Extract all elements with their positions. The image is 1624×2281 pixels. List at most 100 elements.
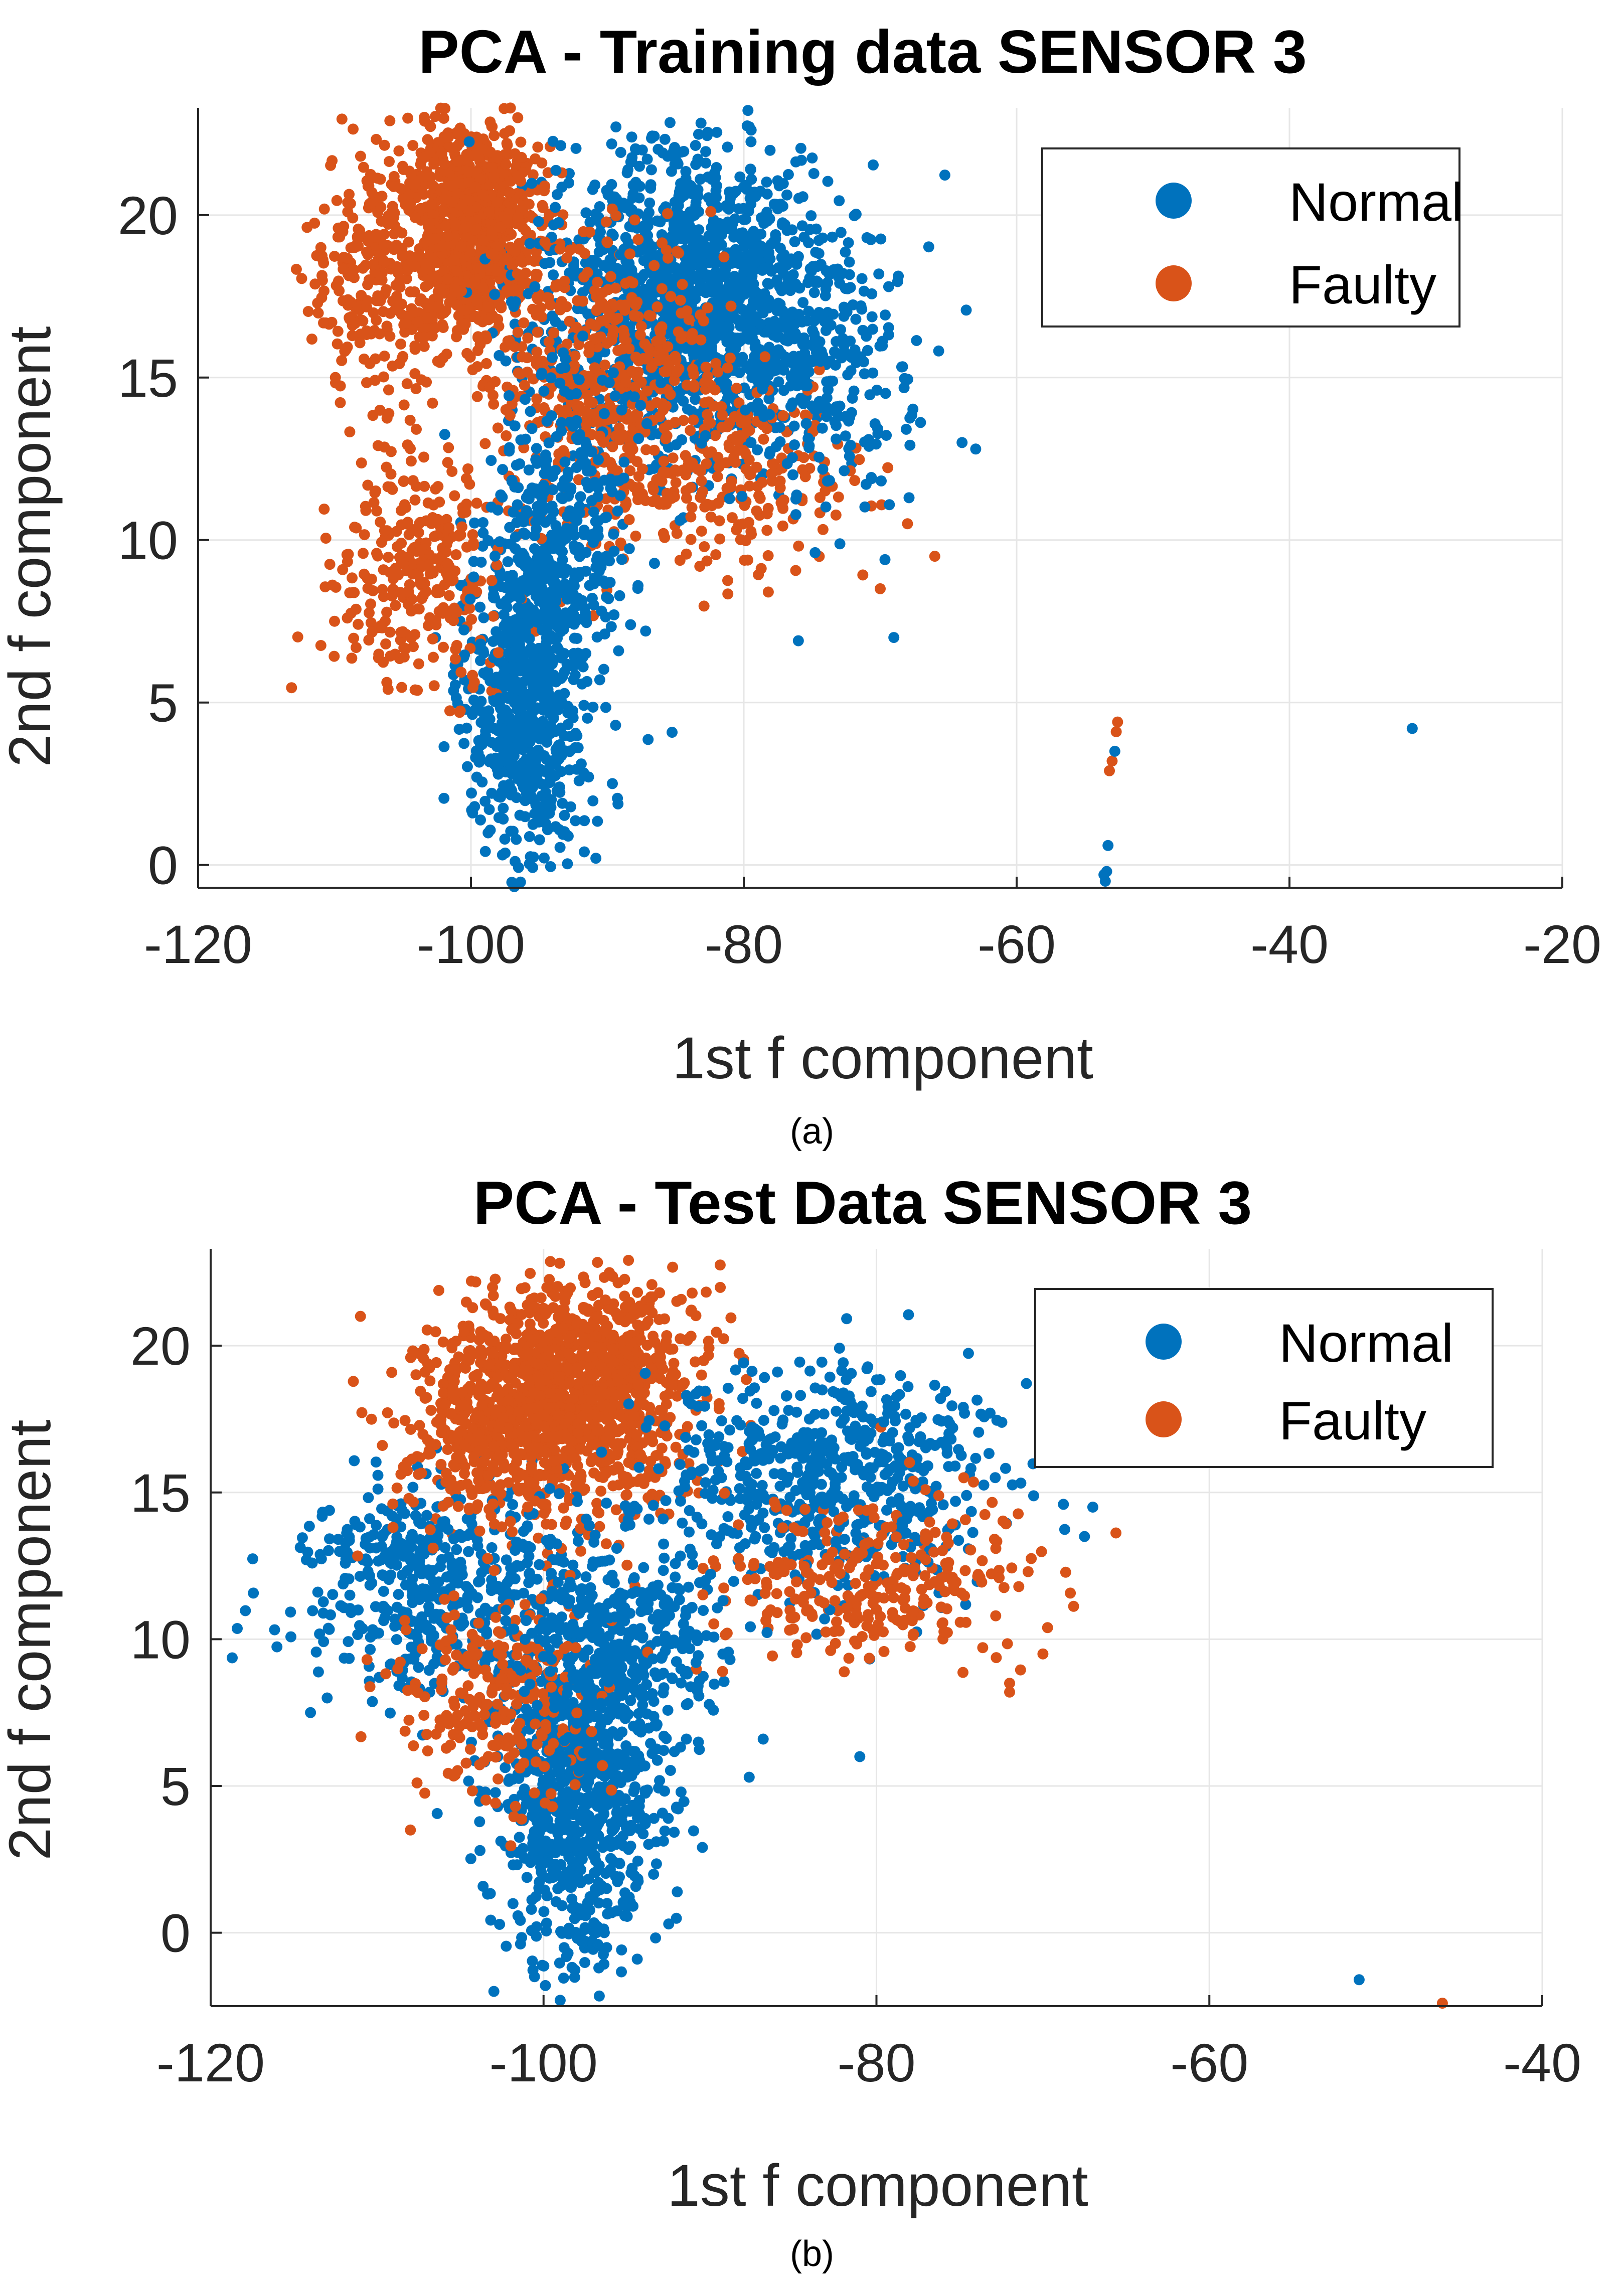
point-faulty	[579, 406, 590, 417]
point-faulty	[577, 295, 589, 307]
point-faulty	[527, 169, 539, 181]
point-normal	[569, 632, 580, 644]
point-faulty	[381, 320, 393, 332]
point-faulty	[630, 530, 641, 542]
point-faulty	[286, 682, 297, 694]
point-normal	[483, 804, 495, 815]
point-normal	[609, 390, 621, 402]
point-normal	[840, 246, 851, 258]
point-faulty	[653, 355, 665, 366]
point-faulty	[318, 257, 330, 269]
point-normal	[632, 580, 644, 591]
point-faulty	[629, 214, 640, 226]
point-normal	[868, 159, 879, 171]
point-faulty	[435, 102, 446, 114]
point-normal	[635, 400, 646, 411]
point-normal	[538, 645, 550, 657]
point-normal	[508, 507, 519, 518]
point-normal	[641, 153, 653, 165]
point-faulty	[429, 233, 440, 244]
point-normal	[749, 338, 761, 349]
y-tick-label: 15	[118, 348, 178, 408]
point-faulty	[633, 481, 645, 493]
point-faulty	[561, 404, 572, 416]
point-faulty	[729, 411, 740, 422]
point-faulty	[358, 353, 370, 365]
point-faulty	[409, 212, 421, 223]
point-normal	[548, 269, 559, 281]
point-faulty	[483, 382, 495, 393]
point-normal	[911, 335, 922, 346]
point-normal	[514, 629, 525, 641]
point-normal	[474, 1816, 485, 1828]
point-faulty	[382, 481, 394, 493]
point-faulty	[658, 466, 669, 477]
point-faulty	[539, 180, 550, 192]
point-faulty	[296, 273, 307, 284]
point-normal	[502, 556, 514, 567]
point-normal	[581, 476, 592, 488]
point-normal	[681, 269, 693, 281]
point-faulty	[340, 343, 351, 355]
point-normal	[803, 305, 815, 317]
point-faulty	[455, 667, 467, 678]
point-normal	[664, 273, 675, 284]
point-normal	[664, 309, 676, 321]
point-faulty	[450, 643, 461, 655]
point-faulty	[309, 278, 321, 290]
point-faulty	[1106, 755, 1118, 767]
point-faulty	[394, 358, 405, 370]
point-faulty	[555, 304, 566, 315]
point-faulty	[505, 102, 516, 114]
point-normal	[511, 792, 522, 803]
point-faulty	[418, 451, 429, 463]
point-normal	[610, 720, 621, 731]
point-faulty	[315, 640, 327, 651]
point-faulty	[335, 397, 346, 408]
point-faulty	[491, 197, 503, 208]
point-faulty	[632, 234, 644, 245]
point-normal	[758, 411, 770, 422]
point-normal	[700, 146, 712, 157]
point-faulty	[742, 554, 753, 566]
point-normal	[805, 210, 817, 222]
point-normal	[827, 231, 838, 243]
point-normal	[834, 538, 846, 550]
point-faulty	[373, 648, 385, 660]
point-faulty	[446, 575, 457, 587]
point-faulty	[411, 423, 422, 435]
point-faulty	[777, 410, 789, 421]
point-faulty	[600, 216, 612, 228]
point-normal	[574, 551, 585, 562]
point-faulty	[696, 475, 707, 486]
point-normal	[623, 543, 635, 554]
point-faulty	[428, 680, 440, 692]
point-faulty	[451, 606, 463, 618]
point-normal	[745, 136, 757, 147]
point-normal	[504, 442, 515, 453]
point-normal	[828, 264, 840, 275]
point-faulty	[419, 111, 430, 123]
point-normal	[700, 157, 712, 169]
point-normal	[479, 846, 491, 857]
point-normal	[769, 356, 780, 367]
point-normal	[484, 756, 496, 767]
point-faulty	[659, 532, 671, 543]
point-normal	[750, 191, 761, 202]
point-faulty	[407, 475, 419, 486]
point-normal	[573, 374, 585, 385]
point-normal	[801, 380, 813, 392]
point-faulty	[438, 112, 449, 124]
point-normal	[824, 475, 835, 486]
point-faulty	[407, 140, 419, 151]
point-normal	[564, 416, 576, 428]
point-faulty	[385, 650, 396, 662]
point-normal	[652, 215, 663, 227]
point-normal	[520, 529, 531, 540]
point-normal	[475, 814, 486, 826]
point-normal	[745, 124, 757, 136]
point-faulty	[537, 200, 548, 211]
point-faulty	[662, 341, 674, 353]
point-faulty	[471, 296, 483, 307]
point-faulty	[712, 471, 723, 482]
